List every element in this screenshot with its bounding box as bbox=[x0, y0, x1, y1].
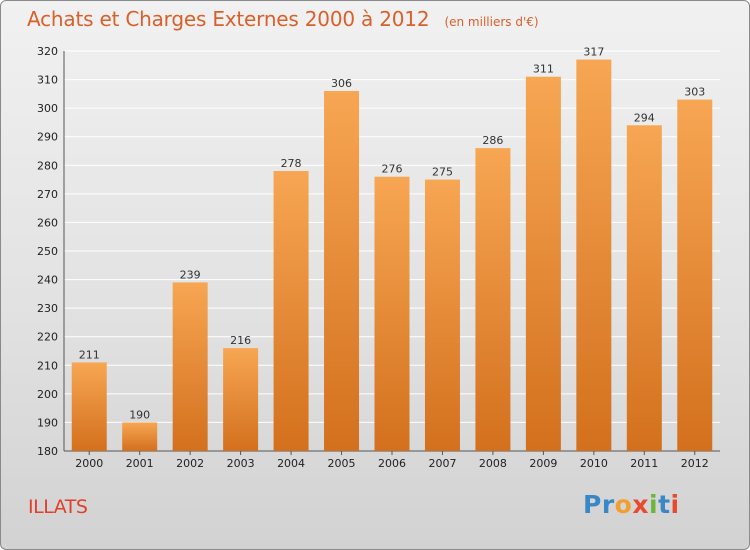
bar-value-label: 294 bbox=[634, 111, 655, 124]
bar bbox=[122, 422, 158, 451]
proxiti-logo[interactable]: Proxiti bbox=[583, 490, 680, 519]
y-tick-label: 210 bbox=[37, 359, 58, 372]
x-tick-label: 2005 bbox=[328, 457, 356, 470]
bar bbox=[475, 148, 511, 451]
x-tick-label: 2008 bbox=[479, 457, 507, 470]
bar bbox=[172, 282, 208, 451]
chart-title: Achats et Charges Externes 2000 à 2012 bbox=[27, 7, 430, 31]
x-tick-label: 2004 bbox=[277, 457, 305, 470]
y-tick-label: 200 bbox=[37, 388, 58, 401]
bar-value-label: 216 bbox=[230, 334, 251, 347]
bar-value-label: 311 bbox=[533, 63, 554, 76]
bar-value-label: 306 bbox=[331, 77, 352, 90]
bar-value-label: 275 bbox=[432, 166, 453, 179]
logo-letter: t bbox=[658, 490, 671, 519]
y-tick-label: 260 bbox=[37, 216, 58, 229]
y-tick-label: 290 bbox=[37, 131, 58, 144]
commune-name: ILLATS bbox=[28, 496, 88, 518]
bar bbox=[374, 176, 410, 451]
bar bbox=[273, 171, 309, 451]
x-tick-label: 2011 bbox=[630, 457, 658, 470]
bar bbox=[576, 59, 612, 451]
bar-value-label: 211 bbox=[79, 348, 100, 361]
bar-value-label: 286 bbox=[482, 134, 503, 147]
x-tick-label: 2006 bbox=[378, 457, 406, 470]
y-tick-label: 310 bbox=[37, 74, 58, 87]
logo-letter: o bbox=[614, 490, 633, 519]
bar bbox=[71, 362, 107, 451]
bar-value-label: 190 bbox=[129, 408, 150, 421]
x-tick-label: 2001 bbox=[126, 457, 154, 470]
bar-value-label: 239 bbox=[180, 268, 201, 281]
x-tick-label: 2003 bbox=[227, 457, 255, 470]
x-tick-label: 2007 bbox=[428, 457, 456, 470]
y-tick-label: 280 bbox=[37, 159, 58, 172]
bar-value-label: 278 bbox=[281, 157, 302, 170]
y-tick-label: 180 bbox=[37, 445, 58, 458]
y-tick-label: 240 bbox=[37, 274, 58, 287]
y-tick-label: 220 bbox=[37, 331, 58, 344]
bar bbox=[324, 91, 360, 451]
bar-value-label: 303 bbox=[684, 86, 705, 99]
x-tick-label: 2009 bbox=[529, 457, 557, 470]
y-tick-label: 320 bbox=[37, 45, 58, 58]
y-tick-label: 190 bbox=[37, 416, 58, 429]
bar-value-label: 317 bbox=[583, 46, 604, 59]
logo-letter: x bbox=[632, 490, 649, 519]
y-tick-label: 300 bbox=[37, 102, 58, 115]
x-tick-label: 2000 bbox=[75, 457, 103, 470]
logo-letter: i bbox=[649, 490, 659, 519]
x-tick-label: 2012 bbox=[681, 457, 709, 470]
chart-subtitle: (en milliers d'€) bbox=[444, 15, 539, 29]
logo-letter: r bbox=[601, 490, 615, 519]
bar bbox=[677, 99, 713, 452]
bar bbox=[424, 179, 460, 452]
logo-letter: i bbox=[670, 490, 680, 519]
bar bbox=[626, 125, 662, 452]
y-tick-label: 270 bbox=[37, 188, 58, 201]
y-tick-label: 230 bbox=[37, 302, 58, 315]
bar bbox=[525, 76, 561, 451]
y-tick-label: 250 bbox=[37, 245, 58, 258]
x-tick-label: 2002 bbox=[176, 457, 204, 470]
x-tick-label: 2010 bbox=[580, 457, 608, 470]
bar-value-label: 276 bbox=[382, 163, 403, 176]
title-block: Achats et Charges Externes 2000 à 2012 (… bbox=[27, 7, 539, 31]
logo-letter: P bbox=[583, 490, 602, 519]
bar bbox=[223, 348, 259, 451]
